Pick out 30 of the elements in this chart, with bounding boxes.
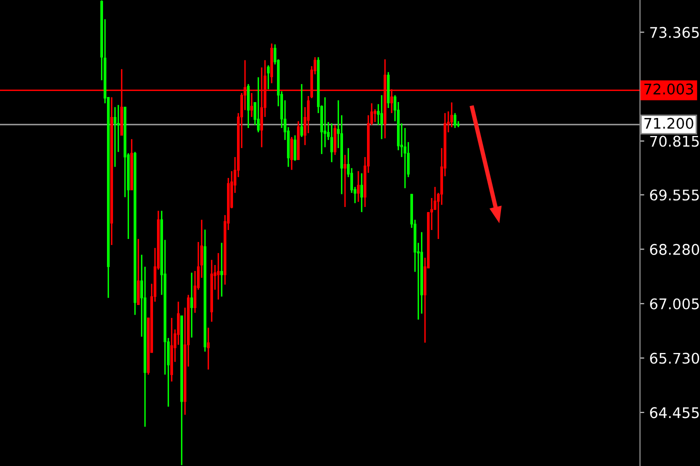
candlestick — [216, 252, 220, 300]
y-tick-label: 67.005 — [650, 298, 699, 310]
y-tick-label: 65.730 — [650, 352, 700, 364]
candlestick — [294, 134, 296, 162]
candlestick — [344, 154, 346, 208]
candlestick — [300, 83, 304, 138]
candlestick — [454, 112, 456, 129]
y-tick-label: 68.280 — [650, 244, 700, 255]
candlestick — [334, 124, 336, 156]
candlestick — [114, 106, 116, 168]
candlestick — [404, 127, 406, 189]
y-tick-label: 69.555 — [650, 190, 699, 201]
candlestick — [330, 122, 334, 163]
candlestick — [250, 92, 254, 118]
y-tick-label: 70.815 — [650, 136, 699, 147]
y-tick-label: 73.365 — [650, 26, 699, 38]
ref-line-label: 72.003 — [644, 84, 694, 95]
y-tick-label: 64.455 — [650, 407, 699, 418]
candlestick — [360, 172, 364, 213]
candlestick — [290, 136, 294, 171]
candlestick — [380, 94, 384, 140]
candlestick — [256, 76, 260, 133]
candlestick — [246, 83, 250, 129]
ref-line-label: 71.200 — [644, 118, 694, 129]
candlestick — [190, 272, 194, 338]
candlestick — [136, 238, 140, 306]
candlestick — [220, 242, 224, 298]
candlestick — [356, 170, 360, 203]
candlestick — [266, 64, 270, 90]
candlestick — [206, 327, 210, 370]
